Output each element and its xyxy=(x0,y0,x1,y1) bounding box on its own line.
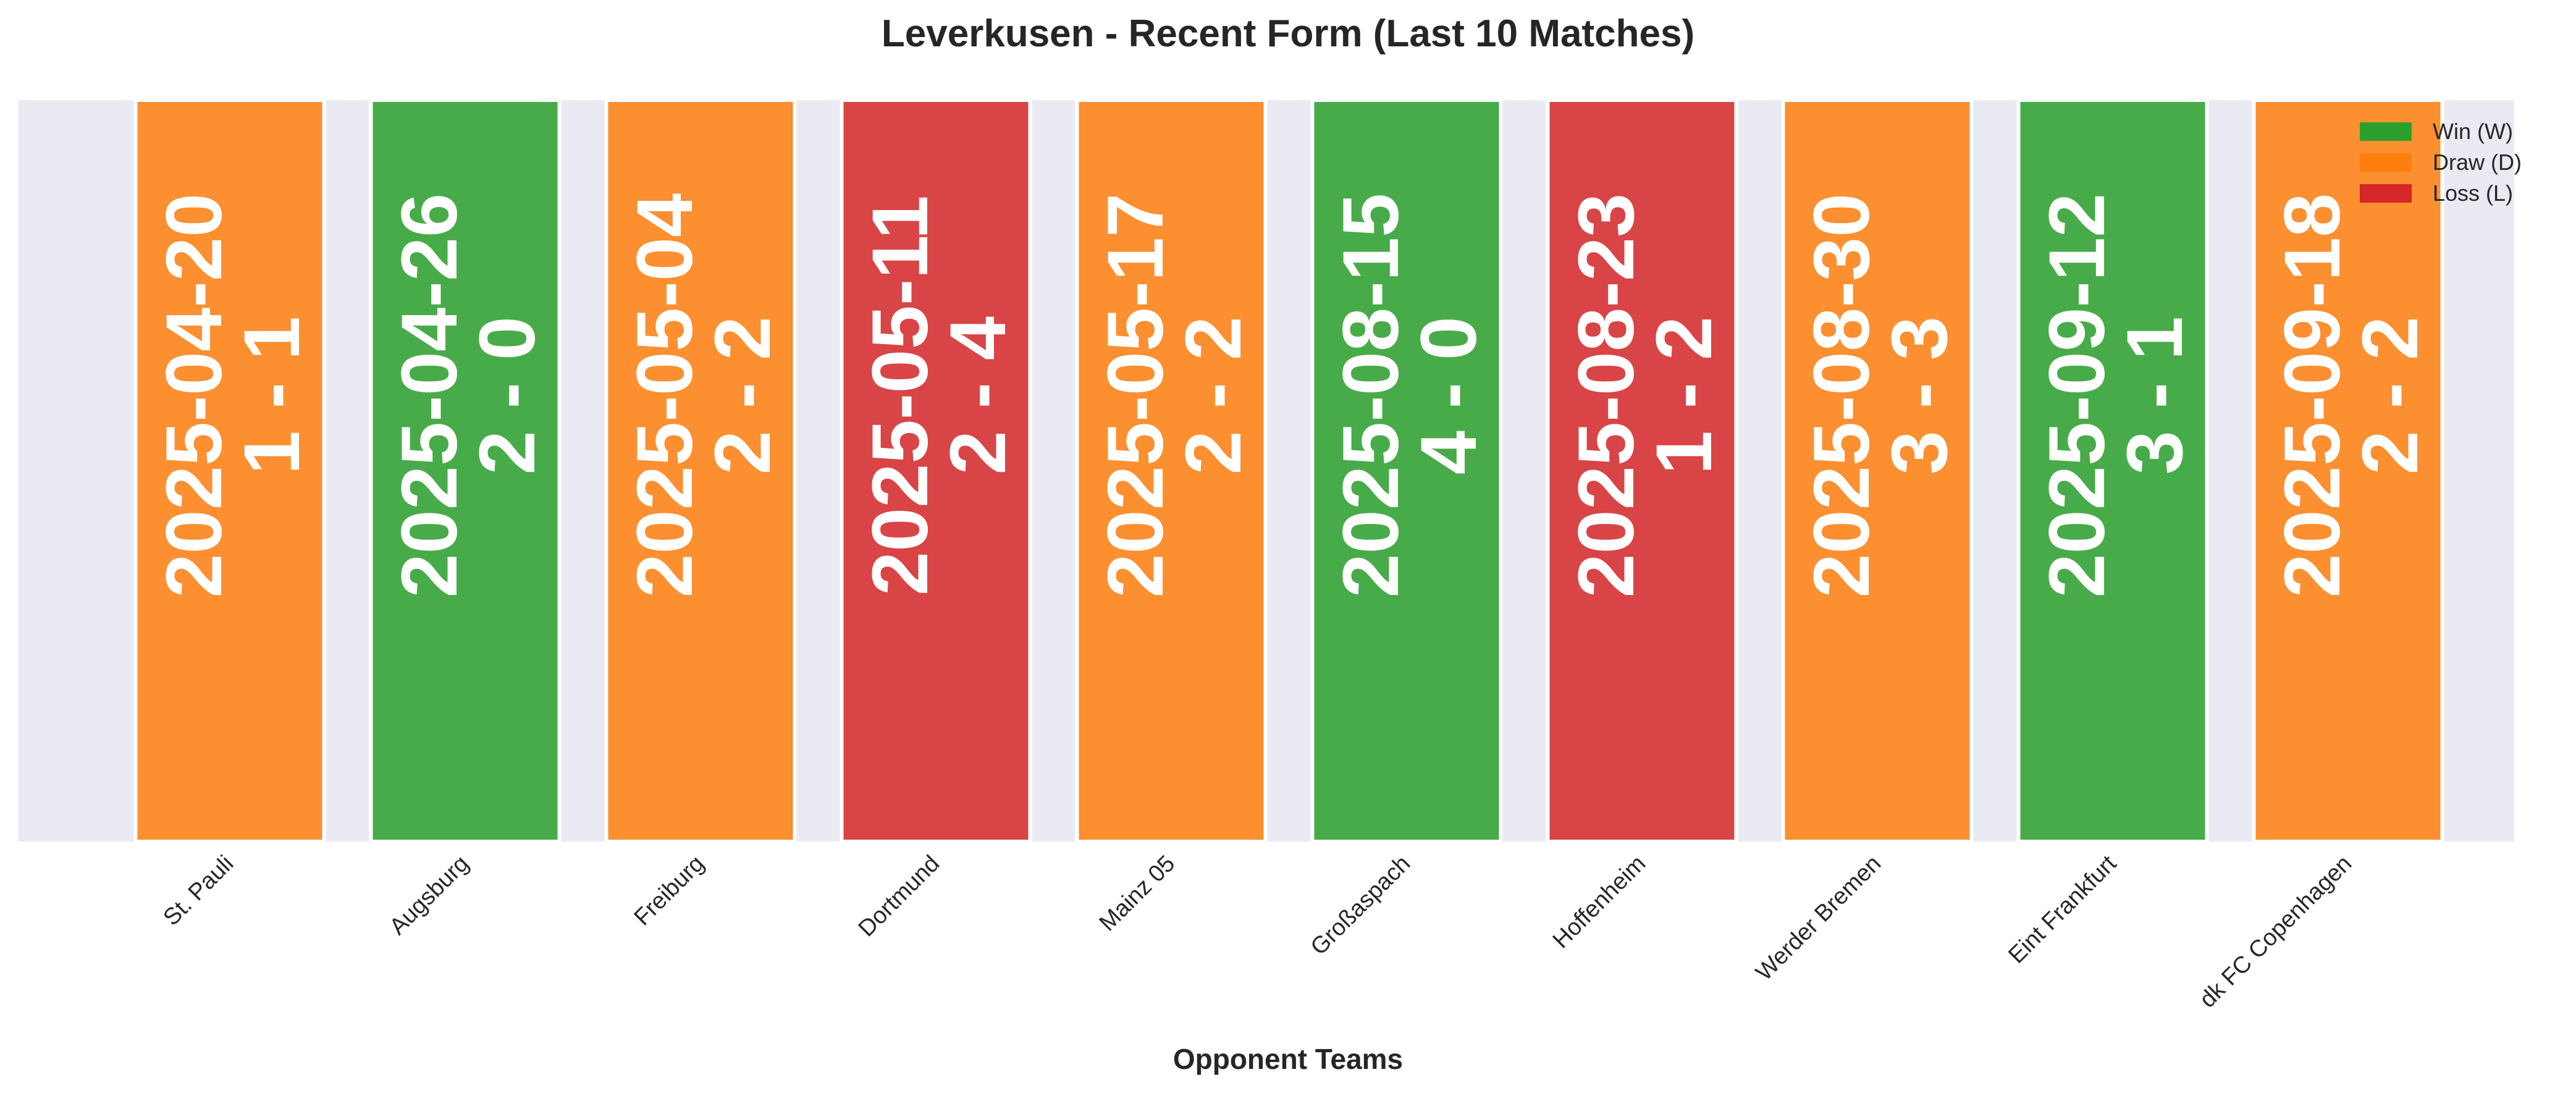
bar-date-label: 2025-08-23 xyxy=(1562,193,1651,598)
legend-label-w: Win (W) xyxy=(2433,119,2513,144)
bar-date-label: 2025-04-26 xyxy=(385,193,474,598)
bar-label-9: 2025-09-123 - 1 xyxy=(2033,193,2199,598)
bar-label-5: 2025-05-172 - 2 xyxy=(1092,193,1258,598)
bar-date-label: 2025-08-30 xyxy=(1798,193,1886,598)
bar-date-label: 2025-05-17 xyxy=(1092,193,1180,598)
legend-swatch-l xyxy=(2360,184,2412,203)
bar-score-label: 2 - 4 xyxy=(934,316,1022,475)
bar-date-label: 2025-09-18 xyxy=(2268,193,2357,598)
bar-score-label: 2 - 2 xyxy=(2346,316,2435,475)
bar-5 xyxy=(1075,98,1268,843)
bar-1 xyxy=(133,98,326,843)
bar-score-label: 2 - 2 xyxy=(1169,316,1258,475)
bar-date-label: 2025-04-20 xyxy=(150,193,238,598)
bar-2 xyxy=(369,98,562,843)
bar-label-6: 2025-08-154 - 0 xyxy=(1327,193,1493,598)
x-axis-label: Opponent Teams xyxy=(1173,1043,1403,1075)
bar-date-label: 2025-08-15 xyxy=(1327,193,1415,598)
bar-9 xyxy=(2016,98,2209,843)
bar-score-label: 1 - 2 xyxy=(1640,316,1728,475)
bar-8 xyxy=(1781,98,1974,843)
bar-label-1: 2025-04-201 - 1 xyxy=(150,193,316,598)
bar-score-label: 1 - 1 xyxy=(228,316,316,475)
bar-score-label: 2 - 0 xyxy=(463,316,552,475)
bar-label-10: 2025-09-182 - 2 xyxy=(2268,193,2435,598)
legend-label-d: Draw (D) xyxy=(2433,150,2522,175)
bar-score-label: 3 - 1 xyxy=(2111,316,2199,475)
bar-label-3: 2025-05-042 - 2 xyxy=(621,193,787,598)
bar-6 xyxy=(1310,98,1503,843)
bar-score-label: 2 - 2 xyxy=(699,316,787,475)
bar-score-label: 4 - 0 xyxy=(1405,316,1493,475)
bar-label-4: 2025-05-112 - 4 xyxy=(856,195,1022,596)
bar-4 xyxy=(840,98,1032,843)
bar-10 xyxy=(2252,98,2444,843)
bar-date-label: 2025-05-11 xyxy=(856,195,945,596)
legend-swatch-d xyxy=(2360,153,2412,172)
bar-7 xyxy=(1546,98,1738,843)
bar-date-label: 2025-09-12 xyxy=(2033,193,2121,598)
bar-label-7: 2025-08-231 - 2 xyxy=(1562,193,1728,598)
bar-3 xyxy=(604,98,797,843)
chart-title: Leverkusen - Recent Form (Last 10 Matche… xyxy=(882,12,1694,55)
bar-label-2: 2025-04-262 - 0 xyxy=(385,193,552,598)
legend: Win (W) Draw (D) Loss (L) xyxy=(2360,119,2522,206)
legend-label-l: Loss (L) xyxy=(2433,180,2513,206)
legend-swatch-w xyxy=(2360,122,2412,141)
bar-date-label: 2025-05-04 xyxy=(621,193,709,598)
bar-score-label: 3 - 3 xyxy=(1875,316,1964,475)
bar-labels-group: 2025-04-201 - 1 2025-04-262 - 0 2025-05-04… xyxy=(150,193,2435,598)
bars-group xyxy=(133,98,2444,843)
bar-label-8: 2025-08-303 - 3 xyxy=(1798,193,1964,598)
